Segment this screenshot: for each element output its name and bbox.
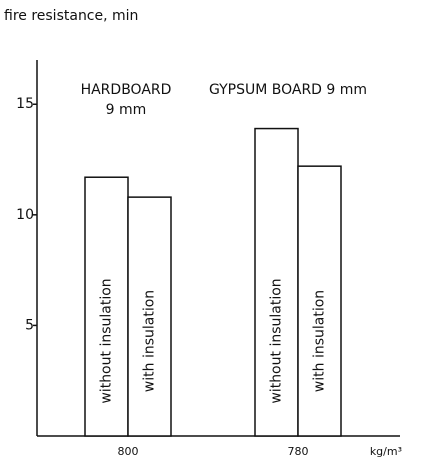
bar	[127, 196, 172, 437]
bar-label: with insulation	[312, 290, 328, 392]
bar-label: with insulation	[142, 290, 158, 392]
group-label: 9 mm	[106, 102, 147, 118]
x-tick-label: 780	[288, 445, 309, 458]
group-label: GYPSUM BOARD 9 mm	[209, 82, 367, 98]
y-tick-label: 10	[16, 207, 34, 223]
bar-label: without insulation	[99, 278, 115, 403]
x-unit-label: kg/m³	[370, 445, 402, 458]
bar-label: without insulation	[269, 278, 285, 403]
group-label: HARDBOARD	[81, 82, 172, 98]
y-tick-label: 5	[25, 317, 34, 333]
bar	[297, 165, 342, 437]
y-axis-label: fire resistance, min	[4, 8, 138, 24]
x-tick-label: 800	[118, 445, 139, 458]
bar	[84, 176, 129, 437]
y-tick-label: 15	[16, 96, 34, 112]
bar	[254, 127, 299, 437]
